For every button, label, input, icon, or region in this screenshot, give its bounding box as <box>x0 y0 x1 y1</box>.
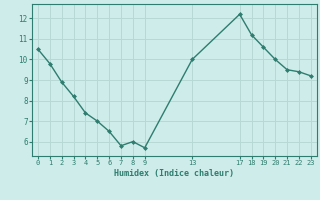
X-axis label: Humidex (Indice chaleur): Humidex (Indice chaleur) <box>115 169 234 178</box>
